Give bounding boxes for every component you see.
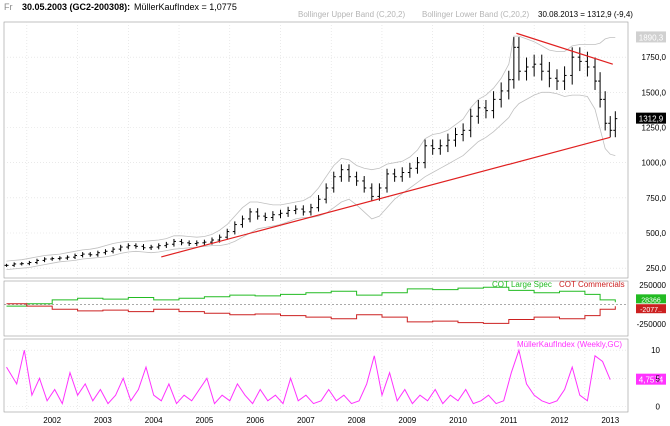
cot-end-label: -2077.. (640, 307, 662, 314)
x-tick-label: 2009 (398, 416, 416, 425)
cot-end-box (636, 294, 666, 304)
x-tick-label: 2004 (145, 416, 163, 425)
legend-cot-large-spec: COT Large Spec (492, 280, 552, 289)
bollinger-upper-line (6, 35, 616, 262)
price-frame (3, 21, 629, 279)
header-tag: Fr (4, 2, 13, 12)
header-instrument: 30.05.2003 (GC2-200308): (22, 2, 130, 12)
grid-layer (3, 21, 629, 413)
price-tick-label: 750,0 (646, 194, 667, 203)
trendline (161, 136, 611, 258)
x-tick-label: 2008 (348, 416, 366, 425)
cot-panel: 28366 -2077.. (4, 286, 666, 324)
x-tick-label: 2012 (551, 416, 569, 425)
muller-end-label: 4,7574 (639, 376, 664, 385)
last-price-label: 1312,9 (639, 115, 664, 124)
bollinger-lower-line (6, 91, 616, 270)
x-tick-label: 2010 (449, 416, 467, 425)
price-tick-label: 1000,0 (642, 159, 667, 168)
cot-large-spec-line (6, 286, 616, 307)
upper-band-label: 1890,3 (639, 33, 664, 42)
price-panel: 1312,9 1890,3 (4, 31, 666, 270)
muller-index-line (6, 348, 611, 405)
x-tick-label: 2013 (601, 416, 619, 425)
cot-end-label: 28366 (641, 297, 661, 304)
price-tick-label: 1750,0 (642, 53, 667, 62)
cot-tick-label: 250000 (639, 281, 666, 290)
legend-lower-band: Bollinger Lower Band (C,20,2) (422, 10, 530, 19)
cot-tick-label: -250000 (637, 320, 667, 329)
price-tick-label: 1250,0 (642, 123, 667, 132)
cot-frame (3, 280, 629, 337)
x-tick-label: 2007 (297, 416, 315, 425)
trendline (516, 32, 613, 65)
x-tick-label: 2006 (246, 416, 264, 425)
legend-upper-band: Bollinger Upper Band (C,20,2) (298, 10, 406, 19)
x-tick-label: 2011 (500, 416, 518, 425)
cot-commercials-line (6, 303, 616, 324)
muller-end-box (636, 373, 666, 385)
x-tick-label: 2002 (43, 416, 61, 425)
last-bar-label: 30.08.2013 = 1312,9 (-9,4) (538, 10, 633, 19)
legend-muller-index: MüllerKaufIndex (Weekly,GC) (517, 340, 622, 349)
legend-cot-commercials: COT Commercials (559, 280, 625, 289)
x-tick-label: 2005 (195, 416, 213, 425)
muller-frame (3, 338, 629, 413)
cot-end-box (636, 304, 666, 314)
muller-tick-label: 5 (656, 374, 661, 383)
x-tick-label: 2003 (94, 416, 112, 425)
price-tick-label: 1500,0 (642, 88, 667, 97)
muller-panel: 4,7574 (6, 348, 666, 405)
price-tick-label: 250,0 (646, 264, 667, 273)
muller-tick-label: 0 (656, 402, 661, 411)
price-tick-label: 500,0 (646, 229, 667, 238)
muller-tick-label: 10 (651, 346, 660, 355)
last-price-box (636, 112, 666, 124)
axes-layer: 2002 2003 2004 2005 2006 2007 2008 2009 2010 2011… (43, 53, 666, 425)
header-index-label: MüllerKaufIndex = 1,0775 (134, 2, 237, 12)
upper-band-box (636, 31, 666, 43)
